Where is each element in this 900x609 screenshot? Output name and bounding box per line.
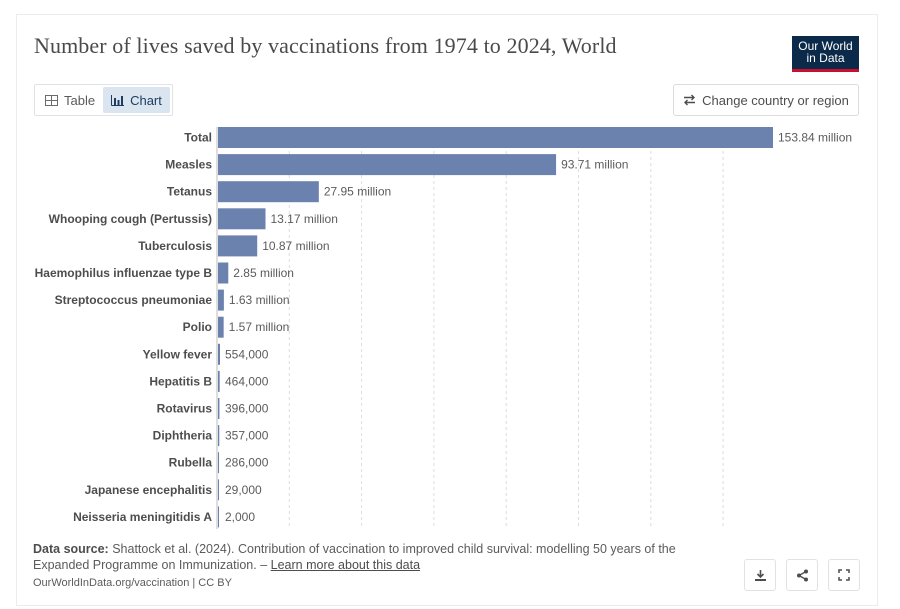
bar[interactable] (218, 452, 220, 474)
value-label: 286,000 (225, 456, 269, 470)
fullscreen-button[interactable] (828, 559, 860, 591)
category-label: Tetanus (167, 185, 212, 199)
value-label: 10.87 million (262, 239, 329, 253)
category-label: Streptococcus pneumoniae (55, 293, 213, 307)
category-label: Rubella (169, 456, 213, 470)
bar[interactable] (218, 316, 224, 338)
value-label: 93.71 million (561, 158, 628, 172)
bar[interactable] (218, 289, 224, 311)
value-label: 554,000 (225, 347, 269, 361)
chart-footer: Data source: Shattock et al. (2024). Con… (33, 541, 733, 591)
category-label: Measles (165, 158, 212, 172)
category-label: Total (184, 131, 212, 145)
data-source: Data source: Shattock et al. (2024). Con… (33, 541, 733, 573)
value-label: 1.63 million (229, 293, 290, 307)
url-license: OurWorldInData.org/vaccination | CC BY (33, 577, 232, 589)
data-source-text: Shattock et al. (2024). Contribution of … (33, 542, 676, 572)
bar-chart-icon (111, 94, 125, 106)
bar[interactable] (218, 479, 219, 501)
bar[interactable] (218, 208, 266, 230)
value-label: 464,000 (225, 374, 269, 388)
logo-line1: Our World (798, 39, 853, 53)
share-button[interactable] (786, 559, 818, 591)
category-label: Yellow fever (143, 347, 213, 361)
chart-title: Number of lives saved by vaccinations fr… (34, 33, 617, 58)
value-label: 153.84 million (778, 131, 852, 145)
learn-more-link[interactable]: Learn more about this data (270, 558, 421, 572)
category-label: Whooping cough (Pertussis) (49, 212, 212, 226)
table-icon (45, 94, 58, 106)
value-label: 2,000 (225, 510, 255, 524)
category-label: Diphtheria (153, 429, 213, 443)
value-label: 29,000 (225, 483, 262, 497)
owid-logo[interactable]: Our World in Data (792, 36, 859, 72)
download-button[interactable] (744, 559, 776, 591)
bar[interactable] (218, 262, 229, 284)
category-label: Rotavirus (157, 402, 213, 416)
data-source-label: Data source: (33, 542, 109, 556)
change-region-label: Change country or region (702, 92, 849, 108)
category-label: Polio (183, 320, 212, 334)
value-label: 2.85 million (233, 266, 294, 280)
bar[interactable] (218, 154, 557, 176)
tab-table-label: Table (64, 92, 96, 108)
bar[interactable] (218, 343, 220, 365)
bar[interactable] (218, 506, 219, 528)
tab-table[interactable]: Table (37, 87, 103, 113)
category-label: Tuberculosis (138, 239, 212, 253)
category-label: Hepatitis B (149, 374, 212, 388)
bar[interactable] (218, 127, 773, 148)
value-label: 27.95 million (324, 185, 391, 199)
tab-chart-label: Chart (130, 92, 162, 108)
category-label: Japanese encephalitis (85, 483, 213, 497)
category-label: Haemophilus influenzae type B (35, 266, 213, 280)
value-label: 1.57 million (229, 320, 290, 334)
share-icon (796, 569, 808, 581)
bar[interactable] (218, 181, 319, 203)
bar[interactable] (218, 235, 258, 257)
bar[interactable] (218, 425, 220, 447)
download-icon (754, 569, 766, 581)
value-label: 396,000 (225, 402, 269, 416)
bar[interactable] (218, 370, 220, 392)
category-label: Neisseria meningitidis A (73, 510, 212, 524)
swap-arrows-icon (684, 94, 696, 106)
fullscreen-icon (838, 569, 850, 581)
view-tabs: Table Chart (34, 84, 173, 116)
value-label: 357,000 (225, 429, 269, 443)
bar[interactable] (218, 398, 220, 419)
logo-line2: in Data (806, 51, 845, 65)
tab-chart[interactable]: Chart (103, 87, 170, 113)
change-region-button[interactable]: Change country or region (673, 84, 859, 116)
value-label: 13.17 million (271, 212, 338, 226)
